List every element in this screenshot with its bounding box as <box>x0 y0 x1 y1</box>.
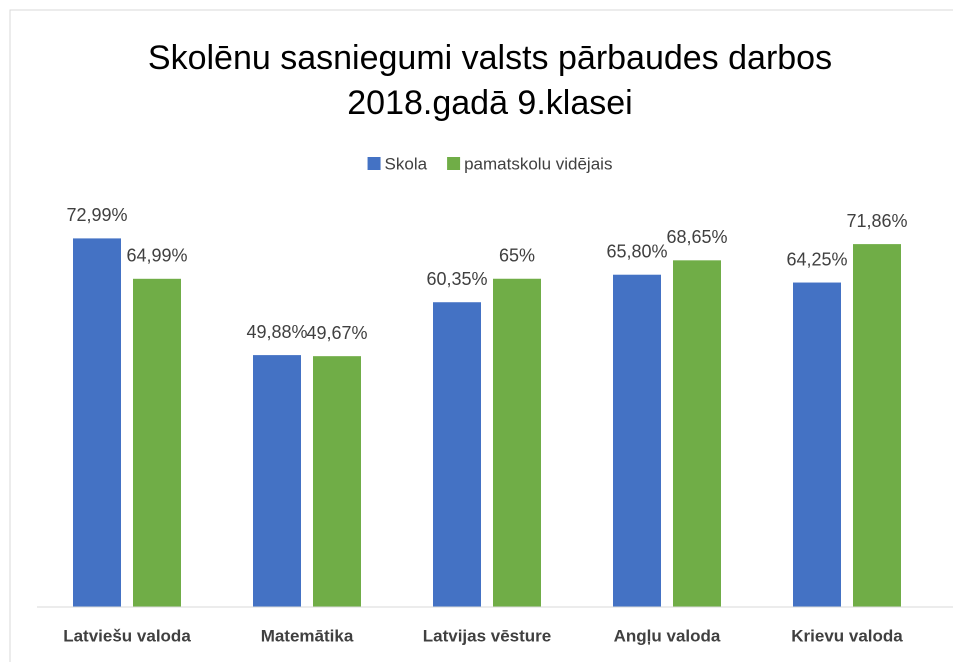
chart-title: 2018.gadā 9.klasei <box>347 84 632 122</box>
bar <box>73 238 121 607</box>
bar <box>793 282 841 607</box>
bar <box>433 302 481 607</box>
bar <box>613 274 661 607</box>
data-label: 49,88% <box>246 322 307 342</box>
data-label: 64,99% <box>126 246 187 266</box>
data-label: 49,67% <box>306 323 367 343</box>
x-tick-label: Latvijas vēsture <box>423 626 552 645</box>
data-label: 65,80% <box>606 241 667 261</box>
data-label: 71,86% <box>846 211 907 231</box>
legend-swatch <box>447 157 461 170</box>
chart-title: Skolēnu sasniegumi valsts pārbaudes darb… <box>148 39 832 77</box>
data-label: 65% <box>499 246 535 266</box>
bar <box>493 278 541 607</box>
data-label: 64,25% <box>786 249 847 269</box>
legend-label: pamatskolu vidējais <box>464 154 612 173</box>
legend-swatch <box>367 157 381 170</box>
x-tick-label: Angļu valoda <box>614 626 721 645</box>
legend-label: Skola <box>385 154 428 173</box>
bar <box>313 356 361 607</box>
data-label: 60,35% <box>426 269 487 289</box>
x-tick-label: Matemātika <box>261 626 354 645</box>
legend: Skola pamatskolu vidējais <box>367 154 612 173</box>
x-tick-label: Krievu valoda <box>791 626 903 645</box>
data-label: 72,99% <box>66 205 127 225</box>
bar <box>253 355 301 607</box>
data-label: 68,65% <box>666 227 727 247</box>
bar <box>133 278 181 607</box>
bar <box>673 260 721 607</box>
bar <box>853 244 901 607</box>
x-tick-label: Latviešu valoda <box>63 626 191 645</box>
